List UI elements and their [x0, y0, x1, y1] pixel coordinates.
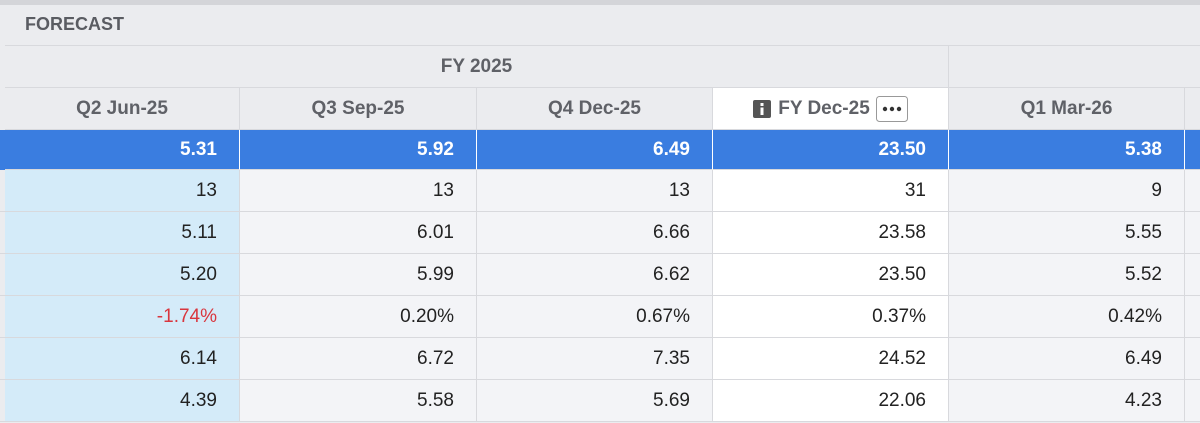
cell: 5.52 — [949, 254, 1185, 296]
row-stub — [0, 296, 5, 338]
cell-extra — [1185, 130, 1200, 170]
top-border — [0, 0, 1200, 5]
column-header-label: FY Dec-25 — [778, 97, 870, 119]
cell-extra — [1185, 170, 1200, 212]
cell: 9 — [949, 170, 1185, 212]
cell: 6.66 — [477, 212, 713, 254]
cell: 0.20% — [240, 296, 477, 338]
cell: 6.72 — [240, 338, 477, 380]
cell: 0.37% — [713, 296, 949, 338]
cell-extra — [1185, 254, 1200, 296]
cell: 0.67% — [477, 296, 713, 338]
cell: 6.49 — [949, 338, 1185, 380]
divider — [5, 45, 1200, 46]
column-header[interactable]: Q4 Dec-25 — [477, 88, 713, 130]
cell-extra — [1185, 338, 1200, 380]
cell: 13 — [5, 170, 240, 212]
cell: 6.49 — [477, 130, 713, 170]
cell: 23.50 — [713, 254, 949, 296]
cell: 5.55 — [949, 212, 1185, 254]
cell-extra — [1185, 212, 1200, 254]
cell: -1.74% — [5, 296, 240, 338]
cell: 5.99 — [240, 254, 477, 296]
cell: 6.01 — [240, 212, 477, 254]
group-header-empty — [949, 46, 1200, 88]
cell: 5.38 — [949, 130, 1185, 170]
column-header-label: Q2 Jun-25 — [76, 97, 168, 119]
column-header[interactable]: Q3 Sep-25 — [240, 88, 477, 130]
column-header[interactable]: Q2 Jun-25 — [5, 88, 240, 130]
cell: 0.42% — [949, 296, 1185, 338]
row-stub — [0, 254, 5, 296]
cell: 13 — [477, 170, 713, 212]
cell: 5.58 — [240, 380, 477, 422]
cell: 23.58 — [713, 212, 949, 254]
row-stub — [0, 338, 5, 380]
cell: 23.50 — [713, 130, 949, 170]
info-icon[interactable] — [753, 99, 772, 118]
panel-title: FORECAST — [25, 14, 124, 34]
more-glyph — [875, 95, 908, 122]
column-header[interactable]: FY Dec-25 — [713, 88, 949, 130]
cell: 5.31 — [5, 130, 240, 170]
cell: 22.06 — [713, 380, 949, 422]
cell: 5.92 — [240, 130, 477, 170]
column-header-label: Q3 Sep-25 — [311, 97, 405, 119]
cell: 6.62 — [477, 254, 713, 296]
column-header-extra — [1185, 88, 1200, 130]
row-stub — [0, 380, 5, 422]
column-header-label: Q4 Dec-25 — [548, 97, 641, 119]
row-stub — [0, 170, 5, 212]
cell: 5.20 — [5, 254, 240, 296]
cell: 13 — [240, 170, 477, 212]
cell: 24.52 — [713, 338, 949, 380]
cell: 4.39 — [5, 380, 240, 422]
cell: 6.14 — [5, 338, 240, 380]
cell: 31 — [713, 170, 949, 212]
column-header-label: Q1 Mar-26 — [1020, 97, 1113, 119]
cell-extra — [1185, 296, 1200, 338]
info-glyph — [753, 99, 772, 118]
more-button[interactable] — [875, 95, 908, 122]
cell-extra — [1185, 380, 1200, 422]
cell: 5.11 — [5, 212, 240, 254]
group-header: FY 2025 — [5, 46, 949, 88]
row-stub — [0, 212, 5, 254]
cell: 4.23 — [949, 380, 1185, 422]
cell: 5.69 — [477, 380, 713, 422]
column-header[interactable]: Q1 Mar-26 — [949, 88, 1185, 130]
cell: 7.35 — [477, 338, 713, 380]
